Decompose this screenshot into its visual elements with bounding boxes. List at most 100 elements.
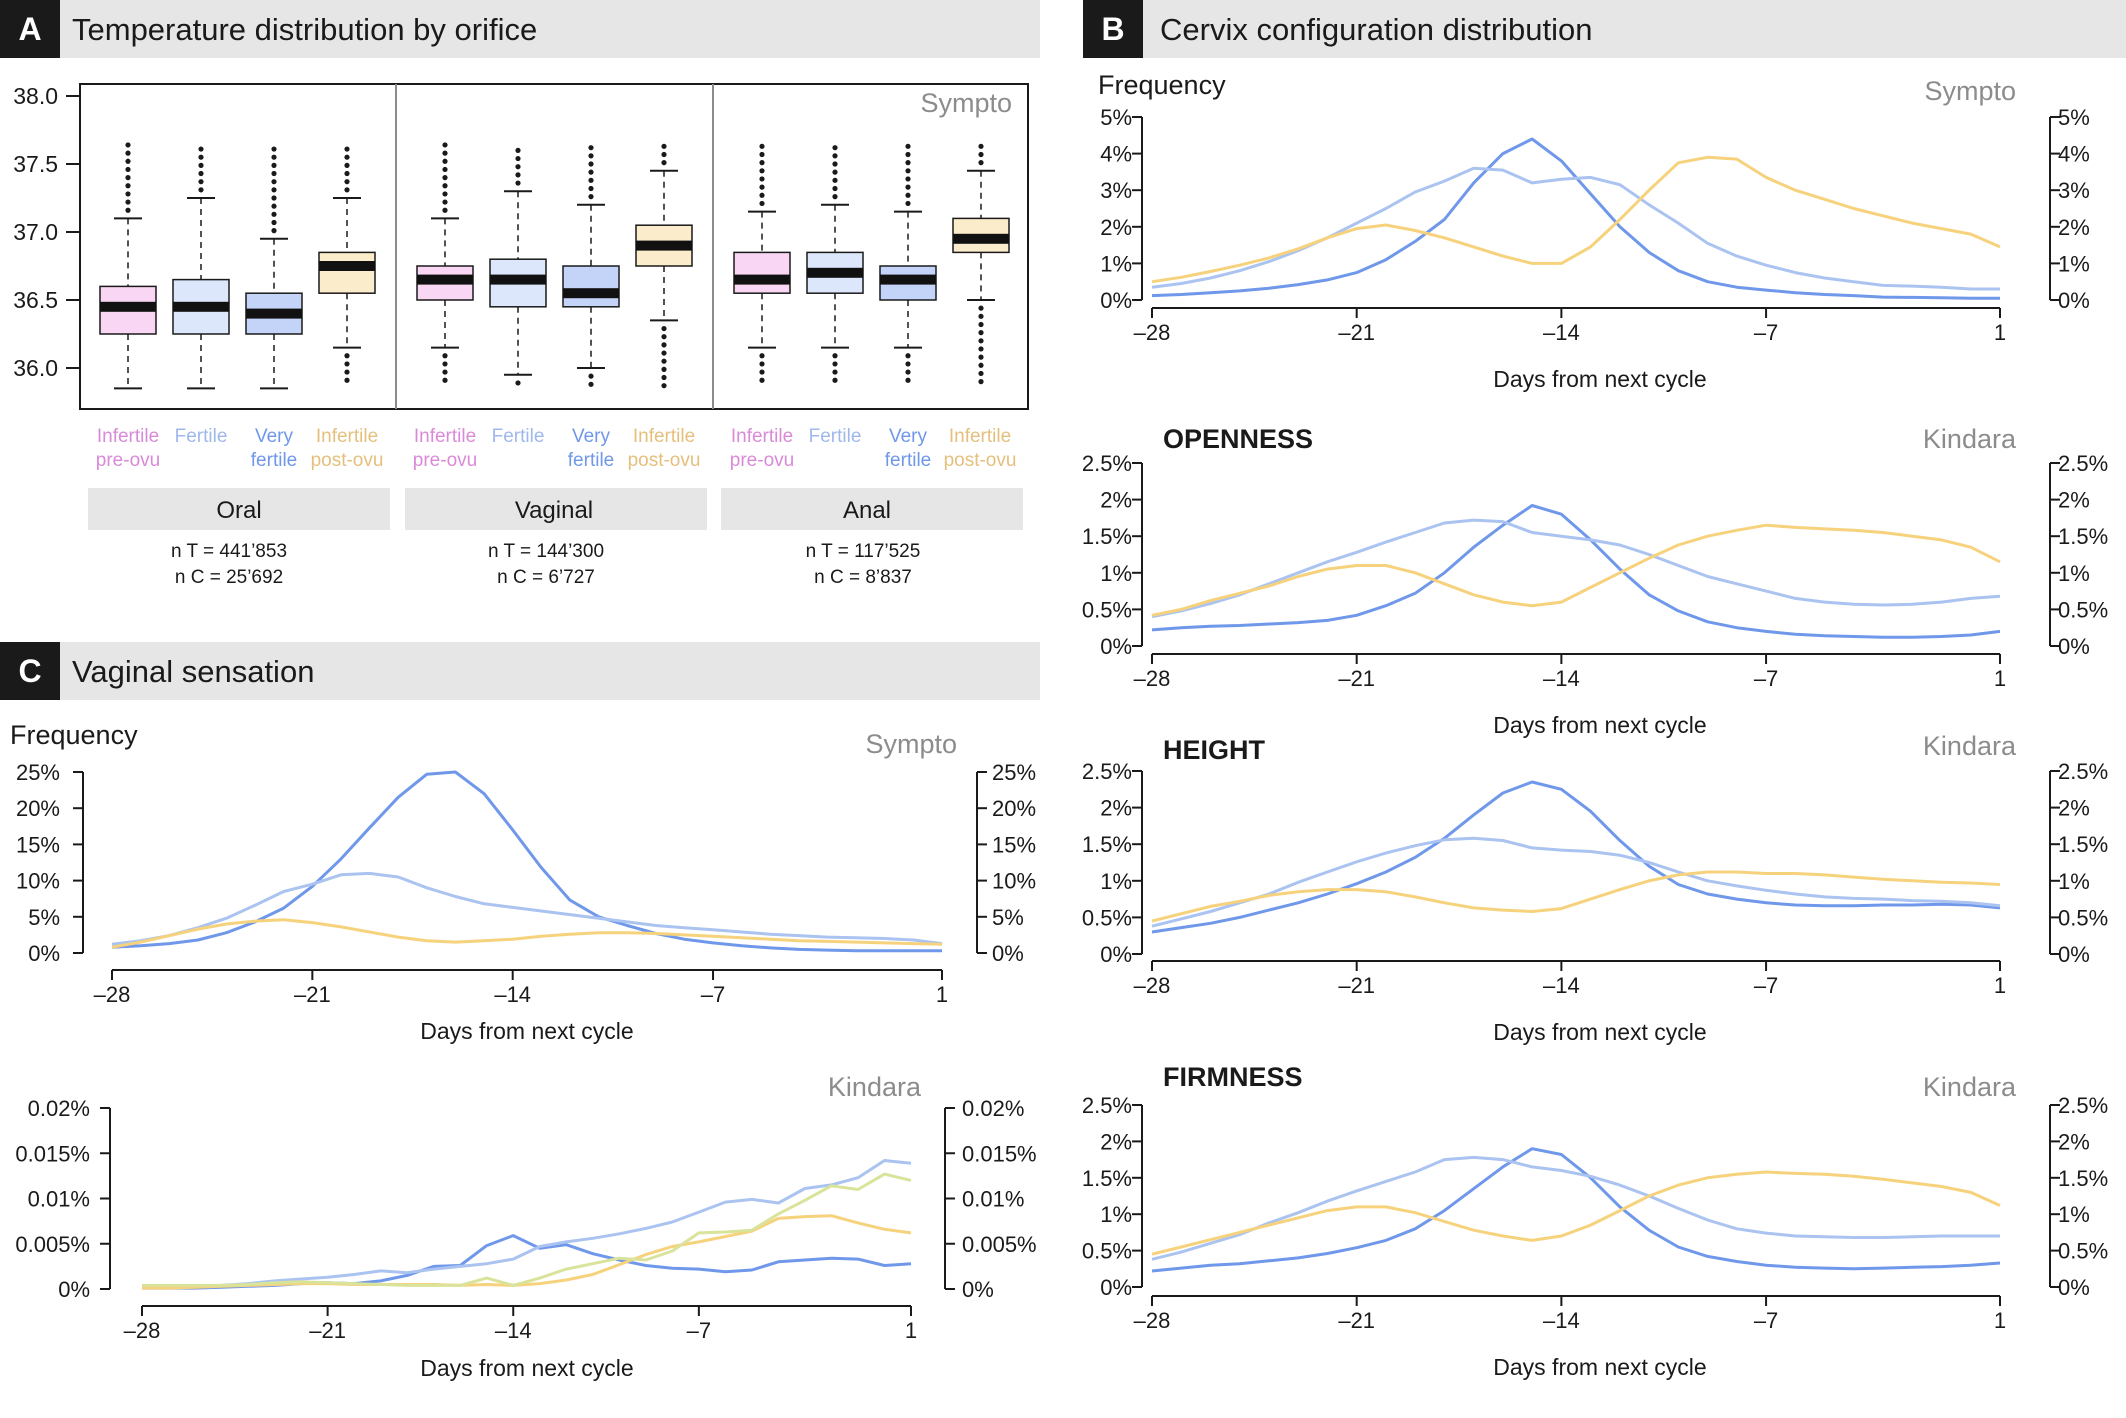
- x-tick-label: –14: [494, 982, 531, 1007]
- y-tick-label-right: 0.015%: [962, 1141, 1037, 1166]
- y-tick-label-right: 3%: [2058, 178, 2090, 203]
- y-tick-label-right: 4%: [2058, 142, 2090, 167]
- x-tick-label: –7: [687, 1318, 711, 1343]
- x-tick-label: –14: [495, 1318, 532, 1343]
- box-outlier: [832, 194, 838, 200]
- x-tick-label: 1: [905, 1318, 917, 1343]
- x-tick-label: –21: [1338, 973, 1375, 998]
- category-label-infertile-pre: pre-ovu: [96, 450, 160, 471]
- y-tick-label-left: 1%: [1100, 869, 1132, 894]
- y-tick-label-right: 20%: [992, 796, 1036, 821]
- vaginal-kindara-source-label: Kindara: [828, 1072, 922, 1102]
- box-outlier: [978, 160, 984, 166]
- series-line-green: [142, 1172, 912, 1287]
- box-median: [246, 308, 302, 319]
- box-outlier: [978, 362, 984, 368]
- cervix-sympto-xlabel: Days from next cycle: [1493, 366, 1706, 392]
- x-tick-label: 1: [1994, 666, 2006, 691]
- box-outlier: [759, 369, 765, 375]
- boxplot-y-tick-label: 36.5: [13, 287, 58, 313]
- box-outlier: [125, 191, 131, 197]
- cervix-height-title: HEIGHT: [1163, 735, 1266, 765]
- box-outlier: [832, 169, 838, 175]
- box-outlier: [442, 175, 448, 181]
- y-tick-label-left: 5%: [28, 905, 60, 930]
- box-outlier: [271, 146, 277, 152]
- box-outlier: [442, 166, 448, 173]
- x-tick-label: –14: [1543, 1308, 1580, 1333]
- category-label-very-fertile: Very: [889, 426, 928, 447]
- category-label-very-fertile: fertile: [251, 450, 297, 471]
- y-tick-label-left: 0.5%: [1082, 1239, 1132, 1264]
- series-line-infertile: [142, 1214, 912, 1290]
- vaginal-sympto-plot: 25% 25% 20% 20% 15% 15% 10% 10% 5% 5% 0% 0% –28 –21 –1…: [16, 760, 1036, 1007]
- box-outlier: [271, 228, 277, 234]
- series-line-fertile: [111, 871, 943, 946]
- cervix-sympto-chart: Frequency Sympto 5% 5% 4% 4% 3% 3% 2% 2% 1% 1% 0% 0…: [1098, 70, 2090, 392]
- y-tick-label-right: 1%: [2058, 251, 2090, 276]
- box-outlier: [978, 370, 984, 377]
- panel-c-letter-bg: [0, 642, 60, 700]
- category-label-infertile-post: Infertile: [633, 426, 695, 447]
- panel-a-letter: A: [18, 11, 41, 47]
- box-median: [563, 288, 619, 299]
- box-median: [880, 274, 936, 285]
- box-outlier: [759, 200, 765, 207]
- y-tick-label-left: 0%: [28, 941, 60, 966]
- y-tick-label-left: 2%: [1100, 215, 1132, 240]
- box-outlier: [125, 142, 131, 148]
- y-tick-label-right: 2%: [2058, 488, 2090, 513]
- box-outlier: [759, 143, 765, 149]
- y-tick-label-left: 0.5%: [1082, 905, 1132, 930]
- box-outlier: [661, 366, 667, 372]
- category-label-infertile-post: Infertile: [949, 426, 1011, 447]
- vaginal-kindara-plot: 0.02% 0.02% 0.015% 0.015% 0.01% 0.01% 0.005% 0.…: [15, 1096, 1036, 1343]
- x-tick-label: 1: [1994, 973, 2006, 998]
- box-outlier: [661, 325, 667, 332]
- cervix-sympto-frequency-label: Frequency: [1098, 70, 1226, 100]
- box-outlier: [271, 187, 277, 193]
- group-count-c-anal: n C = 8’837: [814, 567, 912, 588]
- box-outlier: [344, 146, 350, 152]
- series-line-infertile: [1151, 523, 2001, 617]
- panel-a-header-bg: [0, 0, 1040, 58]
- panel-c-letter: C: [18, 653, 41, 689]
- y-tick-label-right: 0.005%: [962, 1232, 1037, 1257]
- box-outlier: [832, 153, 838, 159]
- x-tick-label: 1: [1994, 1308, 2006, 1333]
- box-outlier: [198, 162, 204, 168]
- box-outlier: [759, 361, 765, 367]
- box-outlier: [442, 142, 448, 148]
- box-outlier: [978, 321, 984, 328]
- y-tick-label-right: 1.5%: [2058, 832, 2108, 857]
- box-outlier: [344, 361, 350, 367]
- y-tick-label-right: 15%: [992, 832, 1036, 857]
- boxplot-y-tick-label: 38.0: [13, 83, 58, 109]
- x-tick-label: –21: [1338, 320, 1375, 345]
- box-outlier: [588, 381, 594, 387]
- group-count-c-oral: n C = 25’692: [175, 567, 283, 588]
- box-outlier: [515, 380, 521, 386]
- box-median: [319, 261, 375, 271]
- y-tick-label-right: 10%: [992, 869, 1036, 894]
- box-outlier: [588, 169, 594, 175]
- series-line-fertile: [1151, 836, 2001, 928]
- cervix-openness-xlabel: Days from next cycle: [1493, 712, 1706, 738]
- y-tick-label-right: 5%: [2058, 105, 2090, 130]
- box-outlier: [125, 175, 131, 181]
- vaginal-kindara-chart: Kindara 0.02% 0.02% 0.015% 0.015% 0.01% 0.01%…: [15, 1072, 1036, 1381]
- box-outlier: [759, 168, 765, 174]
- box-outlier: [832, 145, 838, 151]
- box-outlier: [271, 195, 277, 201]
- y-tick-label-right: 0.01%: [962, 1187, 1024, 1212]
- y-tick-label-left: 2.5%: [1082, 451, 1132, 476]
- x-tick-label: –14: [1543, 320, 1580, 345]
- box-outlier: [905, 168, 911, 174]
- y-tick-label-right: 5%: [992, 905, 1024, 930]
- category-label-infertile-post: post-ovu: [628, 450, 701, 471]
- box-outlier: [125, 158, 131, 164]
- box-outlier: [442, 191, 448, 197]
- y-tick-label-right: 2.5%: [2058, 451, 2108, 476]
- box-outlier: [344, 377, 350, 383]
